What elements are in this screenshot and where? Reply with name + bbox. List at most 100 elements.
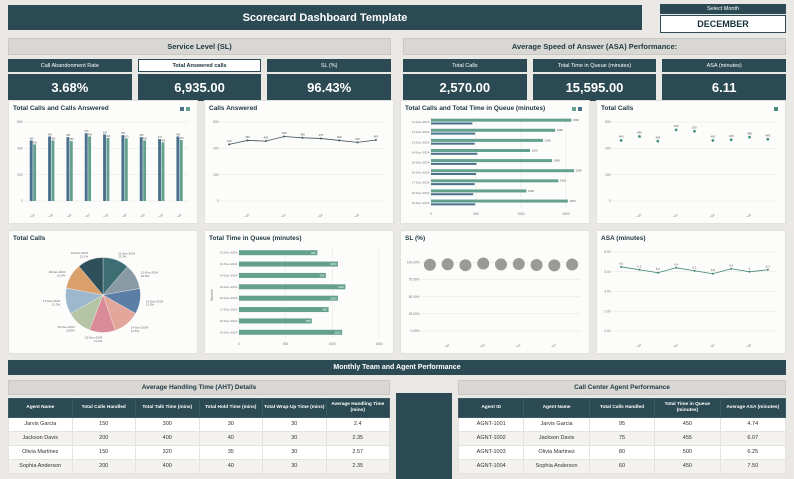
table-cell: 450 (654, 416, 721, 432)
legend-swatch (180, 106, 184, 111)
table-cell: 4.74 (719, 416, 787, 432)
svg-text:75.00%: 75.00% (409, 278, 420, 282)
chart-card-calls-and-answered: Total Calls and Calls Answered 0 200 400 60… (8, 100, 198, 228)
svg-text:50.00%: 50.00% (409, 295, 420, 299)
svg-text:0: 0 (609, 199, 611, 203)
svg-text:465: 465 (729, 134, 734, 138)
svg-text:460: 460 (51, 137, 56, 140)
chart-title: SL (%) (405, 235, 426, 242)
svg-text:0: 0 (217, 199, 219, 203)
svg-text:960: 960 (322, 308, 327, 312)
svg-text:455: 455 (655, 135, 660, 139)
chart-card-total-calls-scatter: Total Calls 0 200 400 600 12-Dec-2024 14-Dec-… (596, 100, 786, 228)
grouped-bar-chart[interactable]: 0 200 400 600 11-Dec-202412-Dec-202413-Dec-2… (13, 113, 193, 228)
svg-text:15-Dec-2024: 15-Dec-2024 (220, 285, 238, 289)
svg-text:100.00%: 100.00% (407, 260, 420, 264)
svg-text:1415: 1415 (560, 179, 567, 183)
svg-text:485: 485 (747, 131, 752, 135)
table-cell: 2.35 (325, 458, 390, 474)
table-cell: 200 (71, 430, 136, 446)
divider-block (396, 393, 452, 479)
svg-text:16-Dec-2024: 16-Dec-2024 (412, 171, 430, 175)
service-level-header: Service Level (SL) (8, 38, 391, 55)
table-cell: 400 (135, 458, 200, 474)
kpi-label: ASA (minutes) (662, 59, 787, 72)
selected-month-dropdown[interactable]: DECEMBER (660, 15, 786, 33)
svg-text:12-Dec-2024: 12-Dec-2024 (626, 213, 642, 217)
svg-text:600: 600 (17, 120, 23, 124)
pie-chart[interactable]: 11-Dec-2024 11.3% 12-Dec-2024 10.9% 13-Dec-2… (13, 243, 193, 347)
select-month-button[interactable]: Select Month (660, 4, 786, 14)
pie-chart-svg: 11-Dec-2024 11.3% 12-Dec-2024 10.9% 13-Dec-2… (43, 251, 164, 343)
svg-text:11-Dec-2024: 11-Dec-2024 (412, 120, 430, 124)
svg-text:15-Dec-2024: 15-Dec-2024 (412, 161, 430, 165)
svg-text:445: 445 (355, 137, 360, 141)
svg-text:430: 430 (33, 141, 38, 144)
table-cell: 320 (135, 444, 200, 460)
aht-table-panel: Average Handling Time (AHT) Details Agen… (8, 380, 390, 479)
svg-text:500: 500 (121, 132, 126, 135)
column-header: Total Calls Handled (71, 398, 136, 418)
svg-text:470: 470 (158, 136, 163, 139)
column-header: Total Calls Handled (588, 398, 656, 418)
table-cell: 35 (198, 444, 263, 460)
svg-text:930: 930 (320, 274, 325, 278)
svg-text:1380: 1380 (557, 128, 564, 132)
table-cell: 6.07 (719, 430, 787, 446)
svg-text:0: 0 (21, 199, 23, 203)
svg-text:16-Dec-2024: 16-Dec-2024 (700, 343, 716, 347)
scatter-chart[interactable]: 0 200 400 600 12-Dec-2024 14-Dec-2024 16-Dec-2… (601, 113, 781, 228)
line-chart-svg: 0.00 2.00 4.00 6.00 8.00 12-Dec-2024 14-Dec-20… (604, 250, 777, 358)
table-cell: 455 (654, 430, 721, 446)
line-chart-svg: 0 200 400 600 12-Dec-2024 14-Dec-2024 16-Dec-2… (213, 120, 385, 228)
column-header: Agent Name (8, 398, 73, 418)
svg-text:480: 480 (106, 135, 111, 138)
chart-card-queue-time-bars: Total Time in Queue (minutes) 0 500 1000 15… (204, 230, 394, 354)
svg-text:13-Dec-2024: 13-Dec-2024 (57, 213, 73, 217)
svg-text:200: 200 (17, 173, 23, 177)
chart-title: Calls Answered (209, 105, 258, 112)
horizontal-bar-chart[interactable]: 0 500 1000 1500 11-Dec-2024 1560 12-Dec-2024 13… (405, 113, 585, 217)
svg-text:490: 490 (88, 133, 93, 136)
table-cell: AGNT-1003 (457, 444, 525, 460)
table-cell: 450 (654, 458, 721, 474)
table-cell: 30 (262, 458, 327, 474)
svg-text:430: 430 (227, 139, 232, 143)
table-cell: 7.50 (719, 458, 787, 474)
bubble-chart[interactable]: 0.00% 25.00% 50.00% 75.00% 100.00% 12-Dec-202… (405, 243, 585, 358)
svg-text:6.1: 6.1 (693, 265, 697, 269)
table-cell: 30 (262, 416, 327, 432)
table-row: AGNT-1002 Jackson Davis 75 455 6.07 (457, 430, 787, 446)
kpi-value: 15,595.00 (532, 74, 657, 101)
table-cell: 30 (262, 444, 327, 460)
chart-card-asa-line: ASA (minutes) 0.00 2.00 4.00 6.00 8.00 12-Dec… (596, 230, 786, 358)
table-cell: 300 (135, 416, 200, 432)
kpi-sections: Service Level (SL) Call Abandonment Rate… (8, 38, 787, 101)
column-header: Agent Name (523, 398, 590, 418)
svg-text:200: 200 (213, 173, 219, 177)
line-chart[interactable]: 0 200 400 600 12-Dec-2024 14-Dec-2024 16-Dec-2… (209, 113, 389, 228)
svg-text:12-Dec-2024: 12-Dec-2024 (412, 130, 430, 134)
svg-text:469: 469 (765, 133, 770, 137)
table-cell: Olivia Martinez (8, 444, 73, 460)
svg-text:2.00: 2.00 (604, 309, 610, 313)
svg-text:18-Dec-2024: 18-Dec-2024 (148, 213, 164, 217)
chart-title: Total Calls and Calls Answered (13, 105, 109, 112)
svg-text:12-Dec-2024: 12-Dec-2024 (434, 343, 450, 347)
svg-text:1100: 1100 (532, 148, 538, 152)
svg-text:1590: 1590 (576, 169, 583, 173)
svg-text:6.00: 6.00 (604, 270, 610, 274)
svg-text:460: 460 (337, 135, 342, 139)
horizontal-bar-chart[interactable]: 0 500 1000 1500 Months 12-Dec-2024 840 13-Dec-2… (209, 243, 389, 347)
svg-text:Months: Months (210, 289, 214, 300)
table-cell: Olivia Martinez (523, 444, 590, 460)
column-header: Total Time in Queue (minutes) (654, 398, 721, 418)
svg-text:530: 530 (692, 125, 697, 129)
line-chart[interactable]: 0.00 2.00 4.00 6.00 8.00 12-Dec-2024 14-Dec-20… (601, 243, 781, 358)
table-cell: 40 (198, 458, 263, 474)
table-cell: 30 (198, 416, 263, 432)
chart-legend (572, 106, 582, 111)
svg-text:445: 445 (161, 139, 166, 142)
